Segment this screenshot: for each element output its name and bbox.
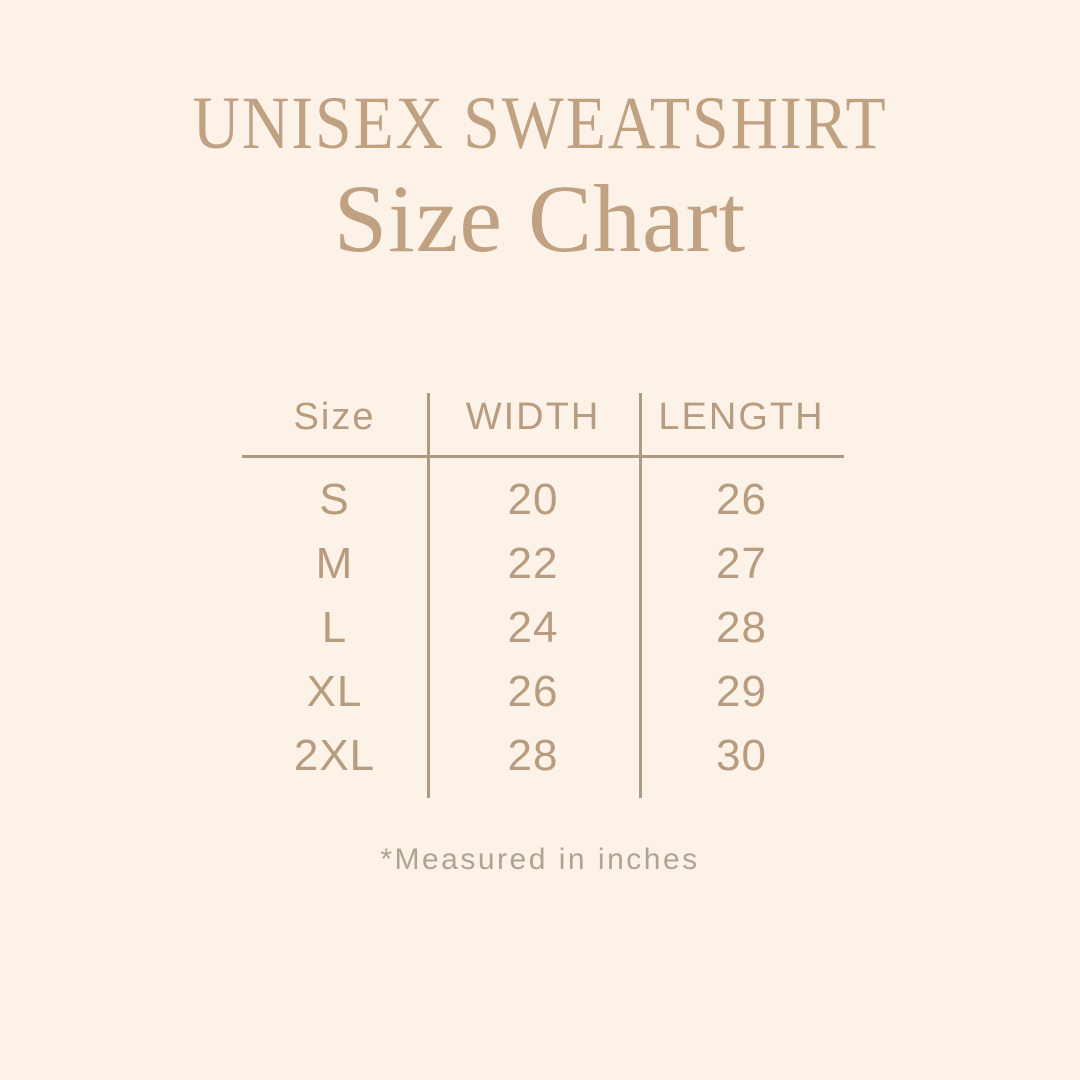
column-header-length: LENGTH [658,396,825,438]
column-header-size: Size [293,396,376,438]
table-row: XL 26 29 [242,660,844,724]
page-subtitle: Size Chart [333,165,747,272]
table-column-divider-2 [639,393,642,798]
table-row: S 20 26 [242,468,844,532]
table-column-divider-1 [427,393,430,798]
cell-length: 28 [716,603,767,652]
cell-width: 28 [507,731,559,780]
cell-width: 26 [507,667,559,716]
cell-length: 26 [716,475,767,524]
table-header-row: Size WIDTH LENGTH [242,380,844,455]
cell-length: 30 [716,731,767,780]
table-row: 2XL 28 30 [242,724,844,788]
cell-size: XL [306,667,363,716]
table-header-divider [242,455,844,458]
cell-size: 2XL [293,731,376,780]
cell-size: M [315,539,354,588]
cell-size: L [321,603,348,652]
column-header-width: WIDTH [465,396,601,438]
page-title: UNISEX SWEATSHIRT [192,81,888,166]
size-table: Size WIDTH LENGTH S 20 26 M 22 27 L 24 2… [242,380,844,798]
cell-width: 20 [507,475,559,524]
cell-size: S [319,475,350,524]
cell-width: 24 [507,603,559,652]
table-row: M 22 27 [242,532,844,596]
cell-width: 22 [507,539,559,588]
table-row: L 24 28 [242,596,844,660]
measurement-footnote: *Measured in inches [380,843,700,876]
table-body: S 20 26 M 22 27 L 24 28 XL 26 29 2XL 28 [242,458,844,788]
cell-length: 27 [716,539,767,588]
cell-length: 29 [716,667,767,716]
